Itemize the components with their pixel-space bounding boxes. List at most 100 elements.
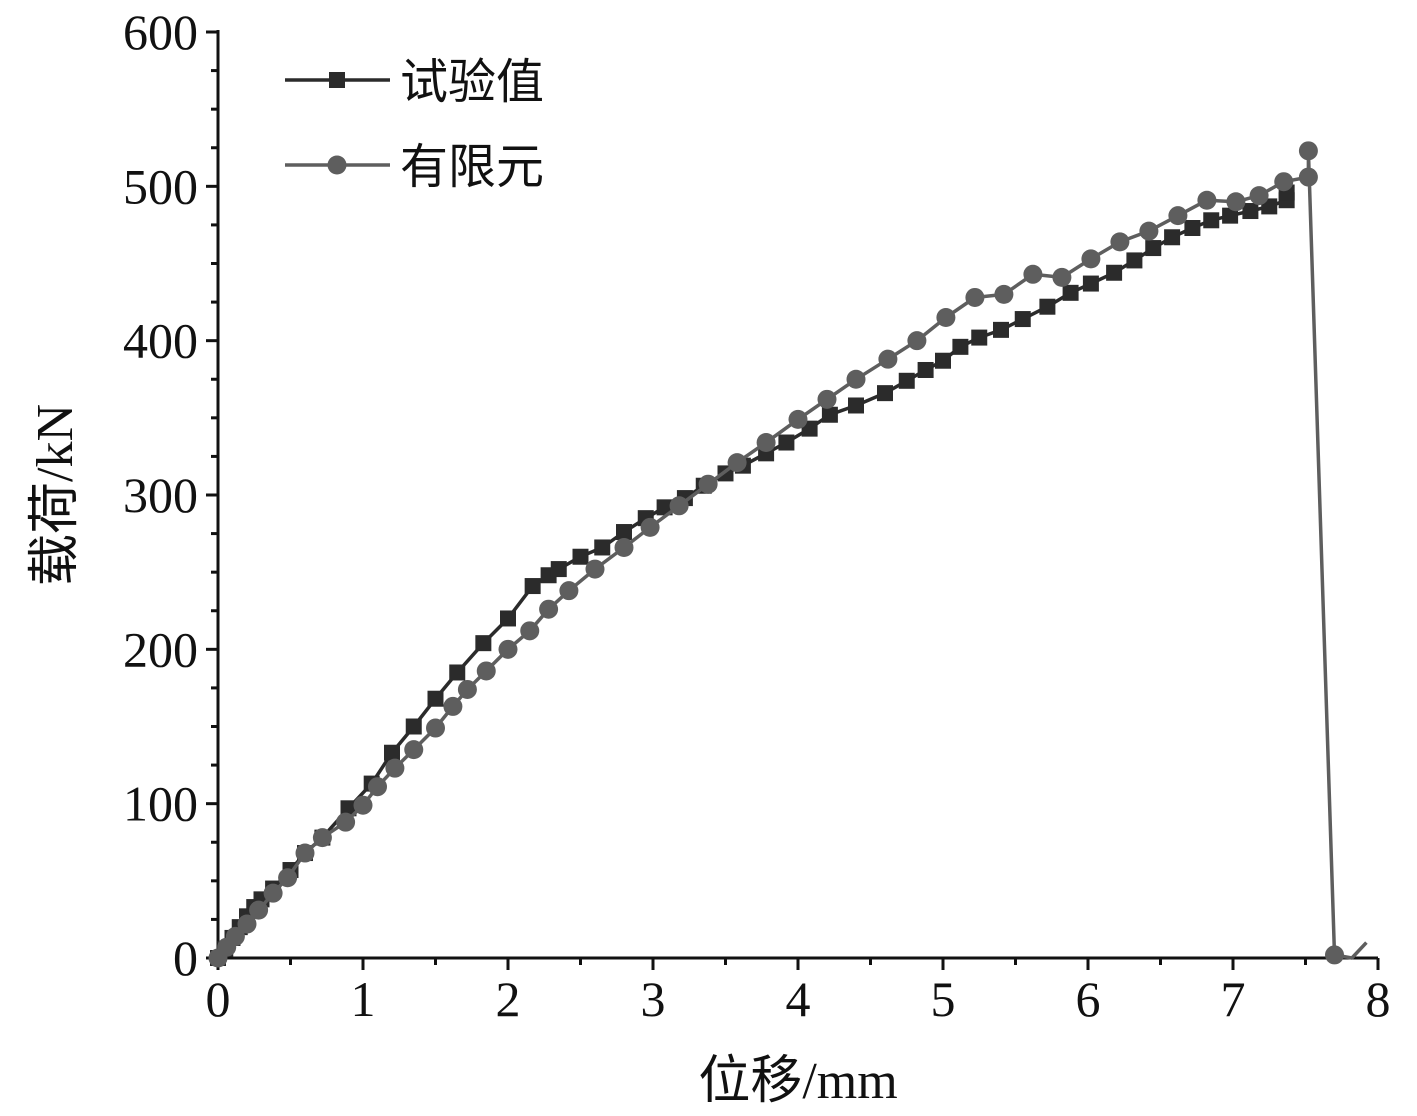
legend-marker xyxy=(327,155,347,175)
y-tick-label: 500 xyxy=(123,158,198,214)
data-point xyxy=(994,284,1014,304)
y-tick-label: 100 xyxy=(123,776,198,832)
data-point xyxy=(1184,220,1201,237)
data-point xyxy=(907,331,927,351)
data-point xyxy=(877,385,893,402)
data-point xyxy=(846,369,866,389)
data-point xyxy=(368,777,387,797)
legend-marker xyxy=(329,72,345,88)
data-point xyxy=(572,548,589,565)
x-axis-title: 位移/mm xyxy=(698,1053,897,1110)
data-point xyxy=(936,308,956,328)
data-point xyxy=(594,539,611,556)
data-point xyxy=(443,696,463,716)
data-point xyxy=(778,434,795,451)
data-point xyxy=(848,397,864,414)
data-point xyxy=(898,372,915,389)
data-point xyxy=(426,718,445,738)
y-tick-label: 600 xyxy=(123,4,198,60)
series-1 xyxy=(210,184,1295,966)
y-tick-label: 200 xyxy=(123,621,198,677)
series-line xyxy=(216,149,1368,960)
x-tick-label: 0 xyxy=(206,971,231,1027)
data-point xyxy=(449,664,466,681)
data-point xyxy=(585,559,605,579)
data-point xyxy=(520,621,540,641)
data-point xyxy=(1139,221,1159,241)
data-point xyxy=(500,610,516,627)
y-axis-title: 载荷/kN xyxy=(27,404,84,586)
x-tick-label: 7 xyxy=(1221,971,1246,1027)
data-point xyxy=(1242,203,1259,220)
x-tick-label: 4 xyxy=(786,971,811,1027)
y-tick-label: 400 xyxy=(123,313,198,369)
data-point xyxy=(640,517,660,537)
data-point xyxy=(1298,141,1318,161)
data-point xyxy=(1062,284,1079,301)
data-point xyxy=(384,744,400,761)
data-point xyxy=(1126,252,1143,269)
data-point xyxy=(1203,212,1220,229)
y-tick-label: 300 xyxy=(123,467,198,523)
data-point xyxy=(1197,190,1217,210)
data-point xyxy=(1222,207,1239,224)
x-tick-label: 6 xyxy=(1076,971,1101,1027)
plot-area xyxy=(208,141,1368,968)
data-point xyxy=(295,843,315,863)
data-point xyxy=(1325,945,1344,965)
legend-entry: 有限元 xyxy=(285,139,544,195)
data-point xyxy=(405,718,422,735)
axes: 0 1 2 3 4 5 6 7 8 0 100 200 300 400 500 600 xyxy=(123,4,1391,1027)
data-point xyxy=(312,828,332,848)
data-point xyxy=(1052,267,1072,287)
data-point xyxy=(237,914,257,934)
data-point xyxy=(1274,172,1294,192)
data-point xyxy=(457,679,477,699)
data-point xyxy=(1039,298,1056,315)
data-point xyxy=(559,581,579,601)
data-point xyxy=(1023,264,1043,284)
y-tick-label: 0 xyxy=(173,930,198,986)
data-point xyxy=(821,406,838,423)
data-point xyxy=(935,352,951,369)
data-point xyxy=(1082,275,1099,292)
data-point xyxy=(404,740,424,760)
data-point xyxy=(965,287,985,307)
x-tick-label: 3 xyxy=(641,971,666,1027)
legend-label: 有限元 xyxy=(400,139,544,195)
data-point xyxy=(1106,264,1123,281)
x-tick-label: 8 xyxy=(1366,971,1391,1027)
data-point xyxy=(336,812,356,832)
data-point xyxy=(1164,229,1181,246)
data-point xyxy=(476,661,496,681)
data-point xyxy=(817,389,837,409)
data-point xyxy=(878,349,898,369)
data-point xyxy=(385,758,405,778)
data-point xyxy=(249,900,269,920)
data-point xyxy=(524,578,541,595)
data-point xyxy=(340,800,357,817)
data-point xyxy=(669,496,689,516)
data-point xyxy=(971,329,988,346)
data-point xyxy=(1226,192,1246,212)
data-point xyxy=(1249,186,1269,206)
data-point xyxy=(1081,249,1101,269)
data-point xyxy=(498,639,518,659)
data-point xyxy=(1014,311,1031,328)
data-point xyxy=(427,690,444,707)
data-point xyxy=(1110,232,1130,252)
data-point xyxy=(225,926,245,946)
data-point xyxy=(353,795,373,815)
data-point xyxy=(1298,167,1318,187)
x-tick-label: 2 xyxy=(496,971,521,1027)
series-2 xyxy=(208,141,1368,968)
x-tick-label: 1 xyxy=(351,971,376,1027)
data-point xyxy=(727,453,747,473)
data-point xyxy=(263,883,283,903)
data-point xyxy=(788,409,808,429)
legend-entry: 试验值 xyxy=(285,54,544,110)
data-point xyxy=(917,361,934,378)
legend-label: 试验值 xyxy=(400,54,544,110)
